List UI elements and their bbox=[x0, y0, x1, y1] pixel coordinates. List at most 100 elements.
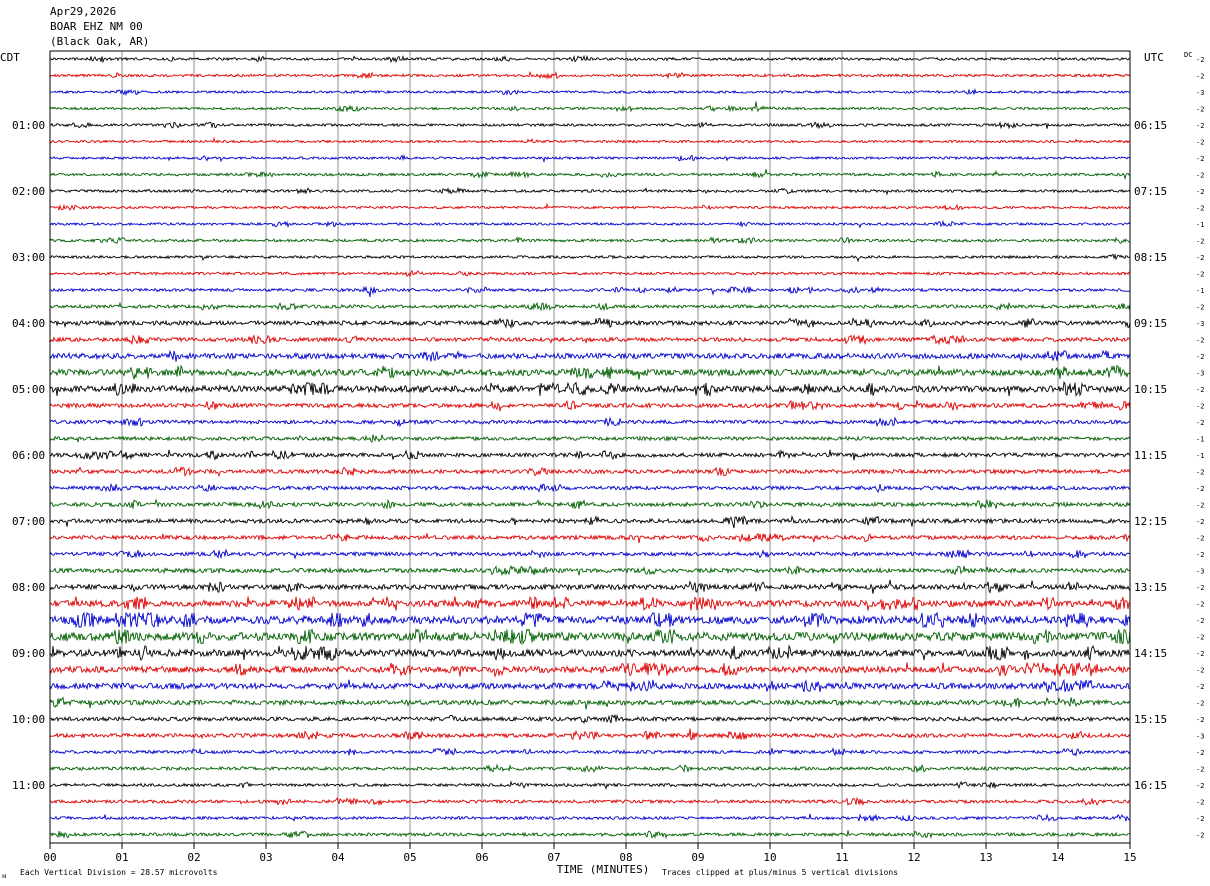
dc-offset-value: -2 bbox=[1196, 502, 1204, 510]
cdt-hour-label: 05:00 bbox=[12, 383, 45, 396]
x-tick-label: 03 bbox=[259, 851, 272, 864]
seismic-trace-34 bbox=[49, 611, 1131, 629]
seismic-trace-23 bbox=[49, 434, 1131, 443]
seismic-trace-15 bbox=[49, 301, 1131, 312]
dc-offset-value: -1 bbox=[1196, 221, 1204, 229]
seismic-trace-0 bbox=[49, 54, 1131, 64]
seismic-trace-22 bbox=[49, 416, 1131, 428]
seismic-trace-28 bbox=[49, 515, 1131, 529]
dc-offset-labels: -2 -2 -3 -2 -2 -2 -2 -2 -2 -2 -1 -2 -2 -2 -1 -2 -3 -2 -2 -3… bbox=[1196, 56, 1204, 840]
dc-offset-value: -2 bbox=[1196, 650, 1204, 658]
seismic-trace-24 bbox=[49, 449, 1131, 461]
seismic-trace-29 bbox=[49, 532, 1131, 544]
dc-offset-value: -2 bbox=[1196, 353, 1204, 361]
seismic-trace-2 bbox=[49, 87, 1131, 97]
cdt-hour-label: 03:00 bbox=[12, 251, 45, 264]
utc-time-labels: UTC 06:15 07:15 08:15 09:15 10:15 11:15 12:15 13… bbox=[1134, 51, 1167, 792]
seismic-trace-6 bbox=[49, 154, 1131, 163]
seismic-trace-7 bbox=[49, 169, 1131, 181]
dc-offset-value: -2 bbox=[1196, 122, 1204, 130]
dc-offset-value: -2 bbox=[1196, 271, 1204, 279]
dc-label: DC bbox=[1184, 51, 1192, 59]
seismic-trace-3 bbox=[49, 101, 1131, 113]
seismic-trace-30 bbox=[49, 548, 1131, 560]
seismic-trace-14 bbox=[49, 285, 1131, 298]
dc-offset-value: -3 bbox=[1196, 370, 1204, 378]
dc-offset-value: -1 bbox=[1196, 436, 1204, 444]
seismic-trace-39 bbox=[49, 696, 1131, 710]
dc-offset-value: -2 bbox=[1196, 716, 1204, 724]
x-tick-label: 15 bbox=[1123, 851, 1136, 864]
dc-offset-value: -3 bbox=[1196, 89, 1204, 97]
dc-offset-value: -2 bbox=[1196, 782, 1204, 790]
dc-offset-value: -2 bbox=[1196, 683, 1204, 691]
dc-offset-value: -2 bbox=[1196, 832, 1204, 840]
dc-offset-value: -2 bbox=[1196, 403, 1204, 411]
cdt-hour-label: 08:00 bbox=[12, 581, 45, 594]
seismic-trace-37 bbox=[49, 661, 1131, 678]
dc-offset-value: -2 bbox=[1196, 188, 1204, 196]
seismic-trace-33 bbox=[49, 595, 1131, 612]
dc-offset-value: -2 bbox=[1196, 815, 1204, 823]
utc-hour-label: 07:15 bbox=[1134, 185, 1167, 198]
utc-hour-label: 15:15 bbox=[1134, 713, 1167, 726]
x-tick-label: 08 bbox=[619, 851, 632, 864]
dc-offset-value: -2 bbox=[1196, 205, 1204, 213]
x-tick-label: 05 bbox=[403, 851, 416, 864]
dc-offset-value: -3 bbox=[1196, 568, 1204, 576]
utc-hour-label: 08:15 bbox=[1134, 251, 1167, 264]
clip-note: Traces clipped at plus/minus 5 vertical … bbox=[662, 868, 898, 877]
dc-offset-value: -2 bbox=[1196, 106, 1204, 114]
seismic-trace-1 bbox=[49, 70, 1131, 80]
seismic-trace-17 bbox=[49, 334, 1131, 346]
dc-offset-value: -2 bbox=[1196, 601, 1204, 609]
utc-axis-label: UTC bbox=[1144, 51, 1164, 64]
seismic-trace-40 bbox=[49, 713, 1131, 724]
x-tick-label: 13 bbox=[979, 851, 992, 864]
utc-hour-label: 09:15 bbox=[1134, 317, 1167, 330]
station-location: (Black Oak, AR) bbox=[50, 35, 149, 48]
utc-hour-label: 10:15 bbox=[1134, 383, 1167, 396]
seismic-trace-38 bbox=[49, 678, 1131, 694]
seismic-trace-31 bbox=[49, 564, 1131, 577]
x-axis-label: TIME (MINUTES) bbox=[557, 863, 650, 876]
dc-offset-value: -2 bbox=[1196, 535, 1204, 543]
seismic-trace-4 bbox=[49, 121, 1131, 130]
seismic-trace-41 bbox=[49, 728, 1131, 741]
cdt-hour-label: 10:00 bbox=[12, 713, 45, 726]
cdt-hour-label: 07:00 bbox=[12, 515, 45, 528]
dc-offset-value: -2 bbox=[1196, 469, 1204, 477]
seismic-trace-35 bbox=[50, 627, 1131, 646]
dc-offset-value: -1 bbox=[1196, 287, 1204, 295]
dc-offset-value: -2 bbox=[1196, 139, 1204, 147]
cdt-hour-label: 01:00 bbox=[12, 119, 45, 132]
dc-offset-value: -2 bbox=[1196, 749, 1204, 757]
seismic-trace-9 bbox=[49, 202, 1131, 212]
chart-date: Apr29,2026 bbox=[50, 5, 116, 18]
dc-offset-value: -1 bbox=[1196, 452, 1204, 460]
scale-note: Each Vertical Division = 28.57 microvolt… bbox=[20, 868, 218, 877]
dc-offset-value: -3 bbox=[1196, 733, 1204, 741]
seismic-trace-19 bbox=[49, 364, 1131, 380]
dc-offset-value: -2 bbox=[1196, 254, 1204, 262]
vertical-grid bbox=[49, 51, 1131, 843]
dc-offset-value: -2 bbox=[1196, 485, 1204, 493]
dc-offset-value: -2 bbox=[1196, 634, 1204, 642]
cdt-hour-label: 06:00 bbox=[12, 449, 45, 462]
utc-hour-label: 16:15 bbox=[1134, 779, 1167, 792]
utc-hour-label: 14:15 bbox=[1134, 647, 1167, 660]
seismic-trace-27 bbox=[49, 498, 1131, 510]
seismic-trace-20 bbox=[49, 381, 1131, 398]
cdt-hour-label: 11:00 bbox=[12, 779, 45, 792]
dc-offset-value: -2 bbox=[1196, 667, 1204, 675]
seismic-trace-8 bbox=[49, 186, 1131, 196]
dc-offset-value: -2 bbox=[1196, 419, 1204, 427]
x-tick-label: 02 bbox=[187, 851, 200, 864]
x-tick-label: 04 bbox=[331, 851, 345, 864]
seismic-trace-47 bbox=[49, 830, 1131, 840]
dc-offset-value: -2 bbox=[1196, 700, 1204, 708]
seismic-trace-42 bbox=[49, 747, 1131, 757]
dc-offset-value: -2 bbox=[1196, 155, 1204, 163]
dc-offset-value: -3 bbox=[1196, 320, 1204, 328]
